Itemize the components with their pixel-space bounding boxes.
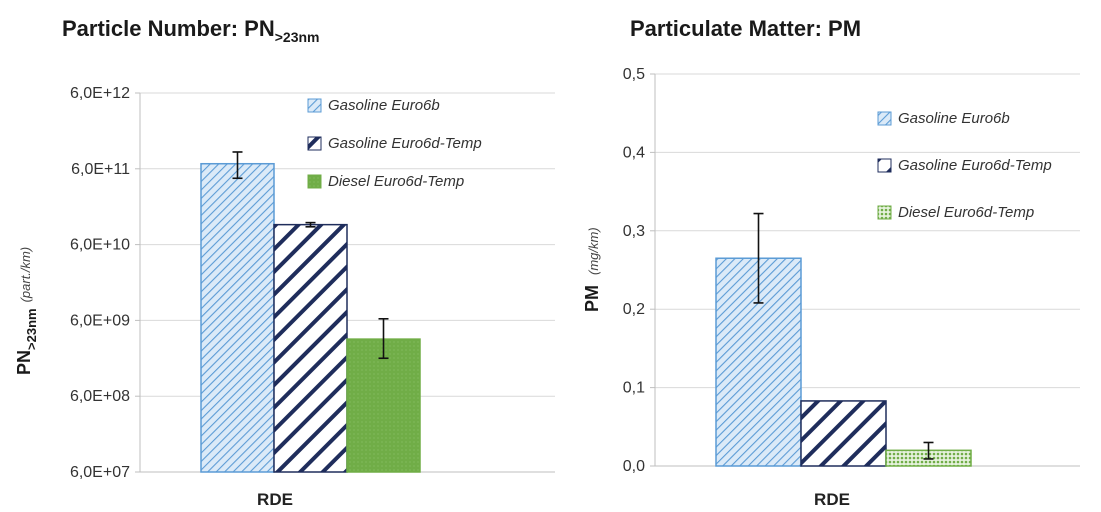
bar-gasoline-euro6d-temp <box>800 400 887 467</box>
pn-bars <box>200 162 421 473</box>
pn-chart: Particle Number: PN>23nm 6,0E+076,0E+086… <box>14 16 555 509</box>
pm-legend: Gasoline Euro6b Gasoline Euro6d-Temp Diese… <box>877 110 1052 221</box>
legend-swatch-diesel-euro6d-temp <box>307 174 322 189</box>
pn-x-category-label: RDE <box>257 490 293 509</box>
y-tick-label: 6,0E+07 <box>70 464 130 481</box>
legend-label-gasoline-euro6d-temp: Gasoline Euro6d-Temp <box>328 135 482 152</box>
y-tick-label: 0,4 <box>623 144 645 161</box>
legend-label-diesel-euro6d-temp: Diesel Euro6d-Temp <box>328 173 464 190</box>
bar-gasoline-euro6b <box>200 162 275 473</box>
y-tick-label: 0,1 <box>623 380 645 397</box>
legend-swatch-gasoline-euro6b <box>877 111 892 126</box>
legend-label-gasoline-euro6b: Gasoline Euro6b <box>898 110 1010 127</box>
pm-y-axis-title: PM(mg/km) <box>582 227 602 312</box>
y-tick-label: 6,0E+09 <box>70 312 130 329</box>
pm-y-tick-labels: 0,0 0,1 0,2 0,3 0,4 0,5 <box>623 66 645 475</box>
legend-swatch-gasoline-euro6d-temp <box>877 158 892 173</box>
y-tick-label: 0,2 <box>623 301 645 318</box>
legend-label-diesel-euro6d-temp: Diesel Euro6d-Temp <box>898 204 1034 221</box>
pn-chart-panel: Particle Number: PN>23nm 6,0E+07 6,0E+08 6… <box>14 16 555 509</box>
pn-error-bars <box>232 151 389 360</box>
legend-swatch-gasoline-euro6d-temp <box>307 136 322 151</box>
y-tick-label: 6,0E+11 <box>71 161 130 178</box>
pn-chart-title: Particle Number: PN>23nm <box>62 16 319 45</box>
bar-diesel-euro6d-temp <box>346 338 421 473</box>
y-tick-label: 0,5 <box>623 66 645 83</box>
y-tick-label: 6,0E+12 <box>70 85 130 102</box>
legend-swatch-diesel-euro6d-temp <box>877 205 892 220</box>
pn-legend: Gasoline Euro6b Gasoline Euro6d-Temp Diese… <box>307 97 482 190</box>
pm-chart-panel: Particulate Matter: PM 0,0 0,1 0,2 0,3 0,4 0,… <box>560 0 1101 512</box>
pm-chart: Particulate Matter: PM 0,00,10,20,30,40,… <box>582 16 1080 509</box>
legend-swatch-gasoline-euro6b <box>307 98 322 113</box>
pm-x-category-label: RDE <box>814 490 850 509</box>
pm-chart-title: Particulate Matter: PM <box>630 16 861 41</box>
legend-label-gasoline-euro6d-temp: Gasoline Euro6d-Temp <box>898 157 1052 174</box>
y-tick-label: 6,0E+10 <box>70 237 130 254</box>
bar-gasoline-euro6d-temp <box>273 223 348 473</box>
y-tick-label: 0,0 <box>623 458 645 475</box>
y-tick-label: 6,0E+08 <box>70 388 130 405</box>
pm-bars <box>715 257 972 467</box>
pn-y-tick-labels: 6,0E+07 6,0E+08 6,0E+09 6,0E+10 6,0E+11 6,0E+… <box>70 85 130 481</box>
pm-error-bars <box>753 212 934 460</box>
pn-y-axis-title: PN>23nm(part./km) <box>14 247 39 375</box>
y-tick-label: 0,3 <box>623 223 645 240</box>
legend-label-gasoline-euro6b: Gasoline Euro6b <box>328 97 440 114</box>
